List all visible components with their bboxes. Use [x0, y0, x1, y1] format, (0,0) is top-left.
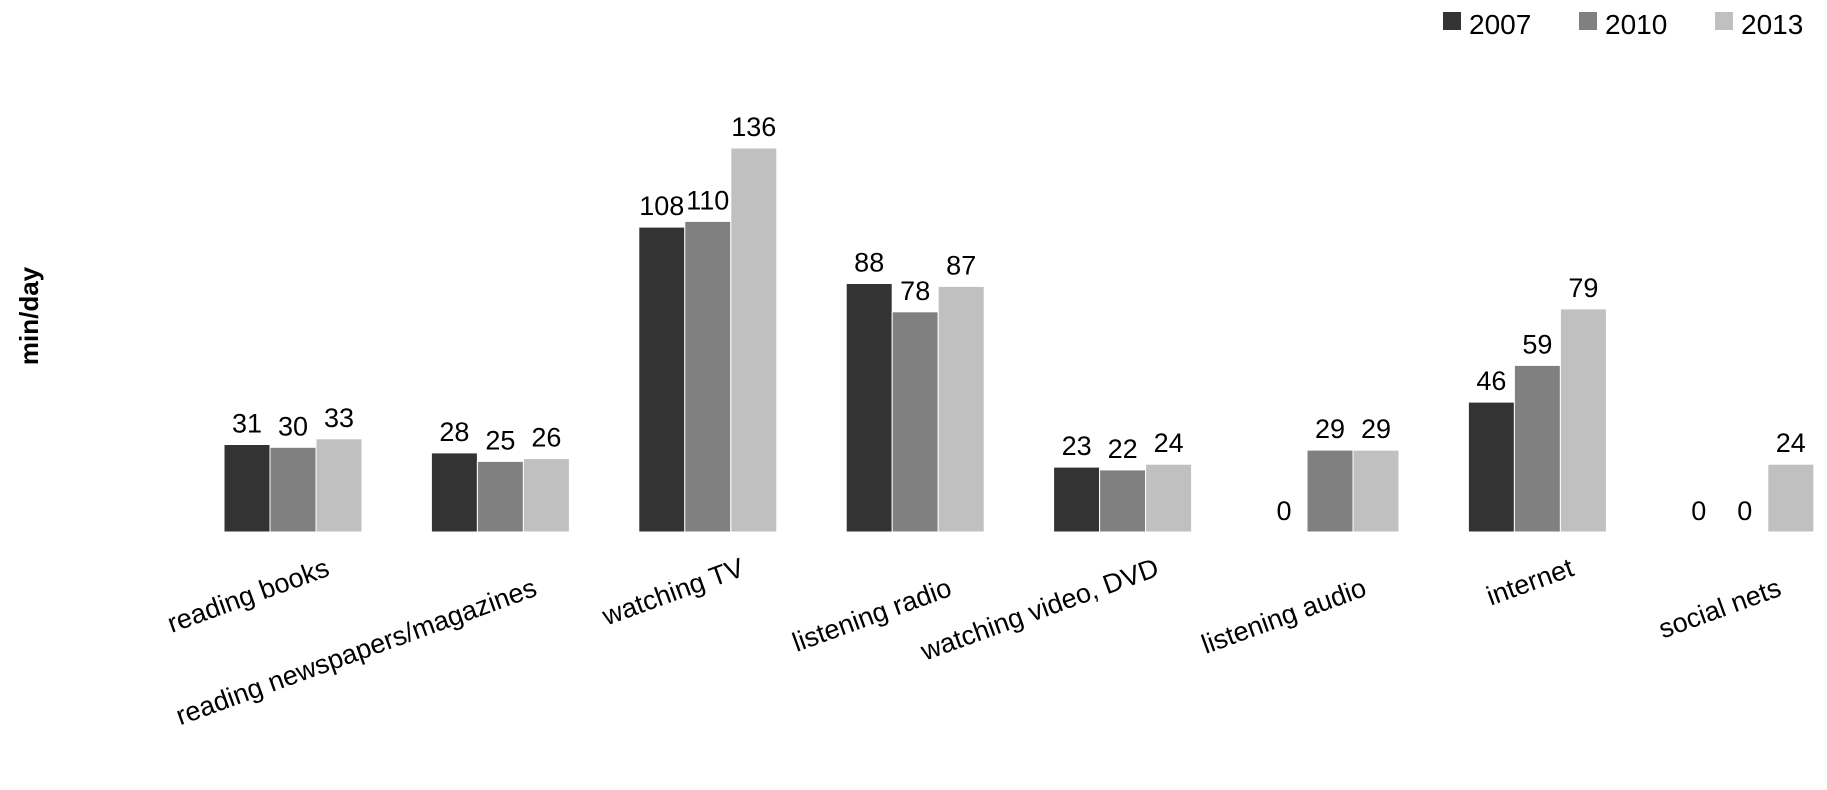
bar-2010-3	[891, 311, 939, 533]
bar-2010-5	[1306, 449, 1354, 533]
bar-2007-1	[430, 452, 478, 533]
value-label-2013-5: 29	[1361, 414, 1391, 444]
legend-swatch-2013	[1715, 12, 1733, 30]
value-label-2007-4: 23	[1062, 431, 1092, 461]
bar-2007-2	[638, 226, 686, 533]
value-label-2010-1: 25	[485, 425, 515, 455]
bar-2007-6	[1467, 401, 1515, 533]
value-label-2007-6: 46	[1476, 366, 1506, 396]
bar-2010-2	[684, 220, 732, 533]
bar-2007-0	[223, 444, 271, 533]
bars	[223, 147, 1815, 533]
legend-label-2010: 2010	[1605, 9, 1667, 40]
bar-2007-3	[845, 283, 893, 533]
bar-2013-3	[937, 285, 985, 533]
value-label-2007-0: 31	[232, 409, 262, 439]
value-label-2010-5: 29	[1315, 414, 1345, 444]
y-axis-title: min/day	[14, 266, 44, 365]
x-tick-label-5: listening audio	[1198, 572, 1370, 659]
value-label-2010-4: 22	[1108, 434, 1138, 464]
value-label-2013-2: 136	[731, 112, 776, 142]
bar-2013-2	[730, 147, 778, 533]
value-label-2010-3: 78	[900, 276, 930, 306]
value-label-2007-3: 88	[854, 248, 884, 278]
bar-2013-0	[315, 438, 363, 533]
bar-2010-4	[1099, 469, 1147, 533]
legend-label-2007: 2007	[1469, 9, 1531, 40]
value-label-2010-7: 0	[1737, 496, 1752, 526]
value-label-2007-7: 0	[1691, 496, 1706, 526]
bar-2010-6	[1513, 364, 1561, 533]
value-label-2010-0: 30	[278, 411, 308, 441]
bar-2013-6	[1559, 308, 1607, 533]
value-label-2013-1: 26	[531, 423, 561, 453]
bar-2013-7	[1767, 463, 1815, 533]
legend-swatch-2007	[1443, 12, 1461, 30]
legend: 2007 2010 2013	[1443, 9, 1803, 40]
value-label-2013-3: 87	[946, 250, 976, 280]
bar-2013-5	[1352, 449, 1400, 533]
x-tick-label-0: reading books	[163, 552, 333, 638]
x-tick-label-4: watching video, DVD	[916, 552, 1163, 666]
legend-label-2013: 2013	[1741, 9, 1803, 40]
x-tick-label-7: social nets	[1655, 572, 1785, 644]
value-label-2013-6: 79	[1568, 273, 1598, 303]
value-label-2013-0: 33	[324, 403, 354, 433]
value-label-2013-7: 24	[1776, 428, 1806, 458]
value-label-2007-1: 28	[439, 417, 469, 447]
bar-2007-4	[1053, 466, 1101, 533]
value-label-2010-2: 110	[686, 185, 729, 215]
value-label-2010-6: 59	[1522, 329, 1552, 359]
bar-2010-0	[269, 446, 317, 533]
value-label-2007-2: 108	[639, 191, 684, 221]
value-labels: 31 30 33 28 25 26 108 110 136 88 78 87 23 22 24 0 29 29 46…	[232, 112, 1806, 526]
bar-2010-1	[476, 460, 524, 533]
legend-swatch-2010	[1579, 12, 1597, 30]
x-tick-label-6: internet	[1483, 552, 1578, 611]
value-label-2007-5: 0	[1276, 496, 1291, 526]
x-tick-label-2: watching TV	[598, 552, 748, 631]
value-label-2013-4: 24	[1154, 428, 1184, 458]
bar-2013-4	[1145, 463, 1193, 533]
bar-2013-1	[522, 458, 570, 533]
